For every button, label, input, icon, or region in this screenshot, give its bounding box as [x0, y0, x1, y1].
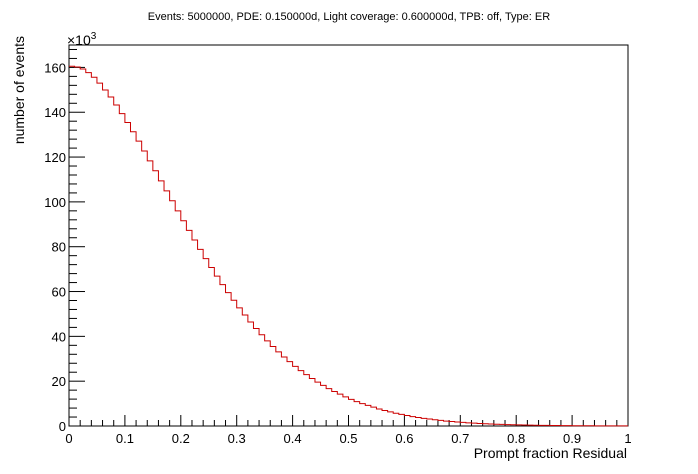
y-tick-label: 140	[44, 105, 66, 120]
x-axis-label: Prompt fraction Residual	[474, 445, 627, 461]
x-tick-label: 0.8	[507, 431, 525, 446]
y-axis-multiplier: ×103	[67, 31, 97, 48]
y-axis-label: number of events	[11, 36, 27, 144]
y-tick-label: 100	[44, 195, 66, 210]
x-tick-label: 0.2	[172, 431, 190, 446]
x-tick-label: 1	[624, 431, 631, 446]
y-tick-label: 160	[44, 60, 66, 75]
y-tick-label: 120	[44, 150, 66, 165]
y-axis-multiplier-exponent: 3	[91, 31, 97, 42]
x-tick-label: 0.1	[116, 431, 134, 446]
x-tick-label: 0.7	[451, 431, 469, 446]
x-tick-label: 0.3	[228, 431, 246, 446]
y-tick-label: 80	[52, 240, 66, 255]
y-tick-label: 20	[52, 374, 66, 389]
histogram-series	[69, 65, 628, 427]
x-tick-label: 0.9	[563, 431, 581, 446]
y-axis-multiplier-base: ×10	[67, 32, 91, 48]
y-tick-label: 40	[52, 329, 66, 344]
chart-title: Events: 5000000, PDE: 0.150000d, Light c…	[148, 11, 550, 23]
y-tick-label: 0	[59, 419, 66, 434]
x-tick-label: 0.4	[284, 431, 302, 446]
x-tick-label: 0.6	[395, 431, 413, 446]
axes: 0 0.1 0.2 0.3 0.4 0.5 0.6 0.7 0.8 0.9 1 0 20 40 60 80 10…	[44, 44, 632, 446]
y-tick-label: 60	[52, 285, 66, 300]
x-tick-label: 0	[65, 431, 72, 446]
x-tick-label: 0.5	[339, 431, 357, 446]
